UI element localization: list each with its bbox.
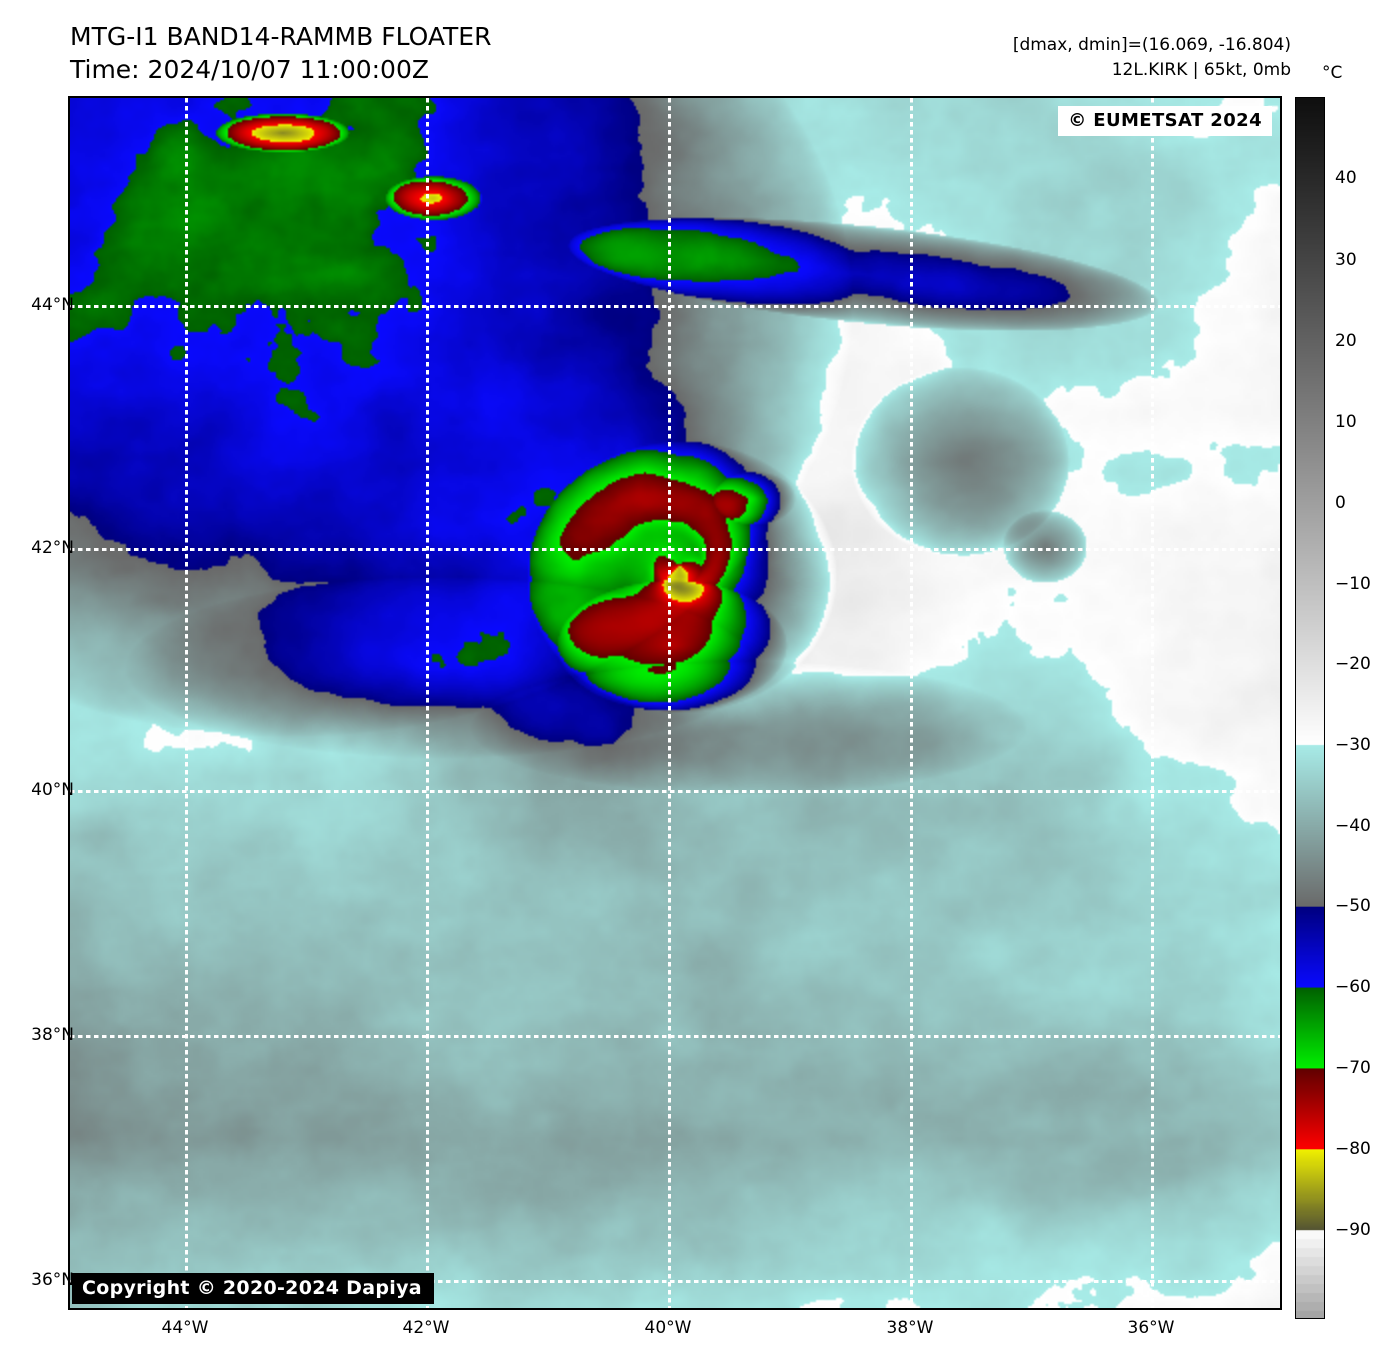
colorbar-tick-label: 10 (1335, 412, 1357, 432)
x-axis-tick-label: 38°W (886, 1318, 934, 1338)
colorbar-tick-label: −10 (1335, 574, 1371, 594)
satellite-image-plot[interactable]: © EUMETSAT 2024 Copyright © 2020-2024 Da… (68, 96, 1282, 1310)
time-line: Time: 2024/10/07 11:00:00Z (70, 55, 429, 84)
colorbar-gradient (1295, 97, 1325, 1319)
eumetsat-credit-badge: © EUMETSAT 2024 (1058, 106, 1272, 136)
colorbar-tick-label: 0 (1335, 493, 1346, 513)
colorbar-tick-label: −30 (1335, 735, 1371, 755)
y-axis-tick-label: 36°N (31, 1270, 74, 1290)
product-title-line: MTG-I1 BAND14-RAMMB FLOATER (70, 22, 492, 51)
colorbar-tick-label: −20 (1335, 654, 1371, 674)
x-axis-tick-label: 42°W (402, 1318, 450, 1338)
y-axis-tick-label: 42°N (31, 538, 74, 558)
colorbar-tick-label: −60 (1335, 977, 1371, 997)
x-axis-tick-label: 40°W (644, 1318, 692, 1338)
metadata-block: [dmax, dmin]=(16.069, -16.804) 12L.KIRK … (1013, 33, 1291, 83)
dmax-dmin-label: [dmax, dmin]=(16.069, -16.804) (1012, 35, 1291, 55)
colorbar-tick-label: 40 (1335, 168, 1357, 188)
colorbar-tick-label: −70 (1335, 1058, 1371, 1078)
satellite-imagery-canvas (70, 98, 1280, 1308)
colorbar-tick-label: −80 (1335, 1139, 1371, 1159)
y-axis-tick-label: 40°N (31, 780, 74, 800)
colorbar-tick-label: −50 (1335, 896, 1371, 916)
y-axis-tick-label: 44°N (31, 295, 74, 315)
colorbar-tick-label: 30 (1335, 250, 1357, 270)
colorbar-units-label: °C (1322, 63, 1343, 83)
colorbar-tick-label: 20 (1335, 331, 1357, 351)
x-axis-tick-label: 44°W (161, 1318, 209, 1338)
colorbar-tick-label: −40 (1335, 816, 1371, 836)
x-axis-tick-label: 36°W (1127, 1318, 1175, 1338)
storm-info-label: 12L.KIRK | 65kt, 0mb (1111, 60, 1291, 80)
copyright-badge: Copyright © 2020-2024 Dapiya (72, 1273, 434, 1304)
y-axis-tick-label: 38°N (31, 1025, 74, 1045)
colorbar[interactable]: 40 30 20 10 0 −10 −20 −30 −40 −50 −60 −70 −80 −90 (1295, 97, 1371, 1319)
colorbar-tick-label: −90 (1335, 1220, 1371, 1240)
page-title: MTG-I1 BAND14-RAMMB FLOATER Time: 2024/1… (70, 20, 491, 86)
